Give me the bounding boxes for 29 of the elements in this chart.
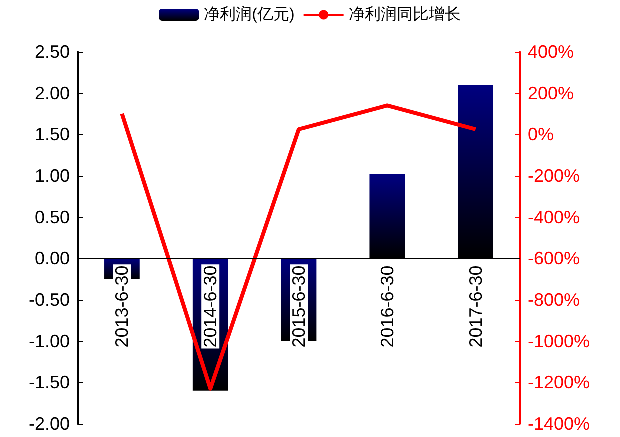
x-tick-label: 2015-6-30 bbox=[289, 266, 309, 348]
y-tick-label: 0.50 bbox=[34, 207, 70, 228]
y2-tick-label: 0% bbox=[528, 124, 554, 145]
y2-tick-label: -600% bbox=[528, 248, 580, 269]
y2-tick-label: -1000% bbox=[528, 331, 590, 352]
bar bbox=[370, 174, 406, 259]
x-tick-label: 2017-6-30 bbox=[466, 266, 486, 348]
y-tick-label: -2.00 bbox=[28, 414, 70, 434]
y-tick-label: -1.00 bbox=[28, 331, 70, 352]
y2-tick-label: 200% bbox=[528, 83, 574, 104]
y2-tick-label: -400% bbox=[528, 207, 580, 228]
bar bbox=[458, 85, 494, 259]
x-tick-label: 2016-6-30 bbox=[377, 266, 398, 348]
y2-tick-label: -200% bbox=[528, 166, 580, 186]
y2-tick-label: 400% bbox=[528, 42, 574, 62]
y-tick-label: 2.50 bbox=[34, 42, 70, 62]
y-tick-label: -1.50 bbox=[28, 372, 70, 393]
y-tick-label: -0.50 bbox=[28, 290, 70, 310]
x-tick-label: 2013-6-30 bbox=[112, 266, 132, 348]
legend-label: 净利润同比增长 bbox=[348, 6, 461, 24]
y-tick-label: 2.00 bbox=[34, 83, 70, 104]
y-tick-label: 0.00 bbox=[34, 248, 70, 269]
y2-tick-label: -1400% bbox=[528, 414, 590, 434]
y2-tick-label: -1200% bbox=[528, 372, 590, 393]
y-tick-label: 1.50 bbox=[34, 124, 70, 145]
y-tick-label: 1.00 bbox=[34, 166, 70, 186]
y2-tick-label: -800% bbox=[528, 290, 580, 310]
x-tick-label: 2014-6-30 bbox=[200, 266, 221, 348]
legend-label: 净利润(亿元) bbox=[204, 6, 295, 24]
